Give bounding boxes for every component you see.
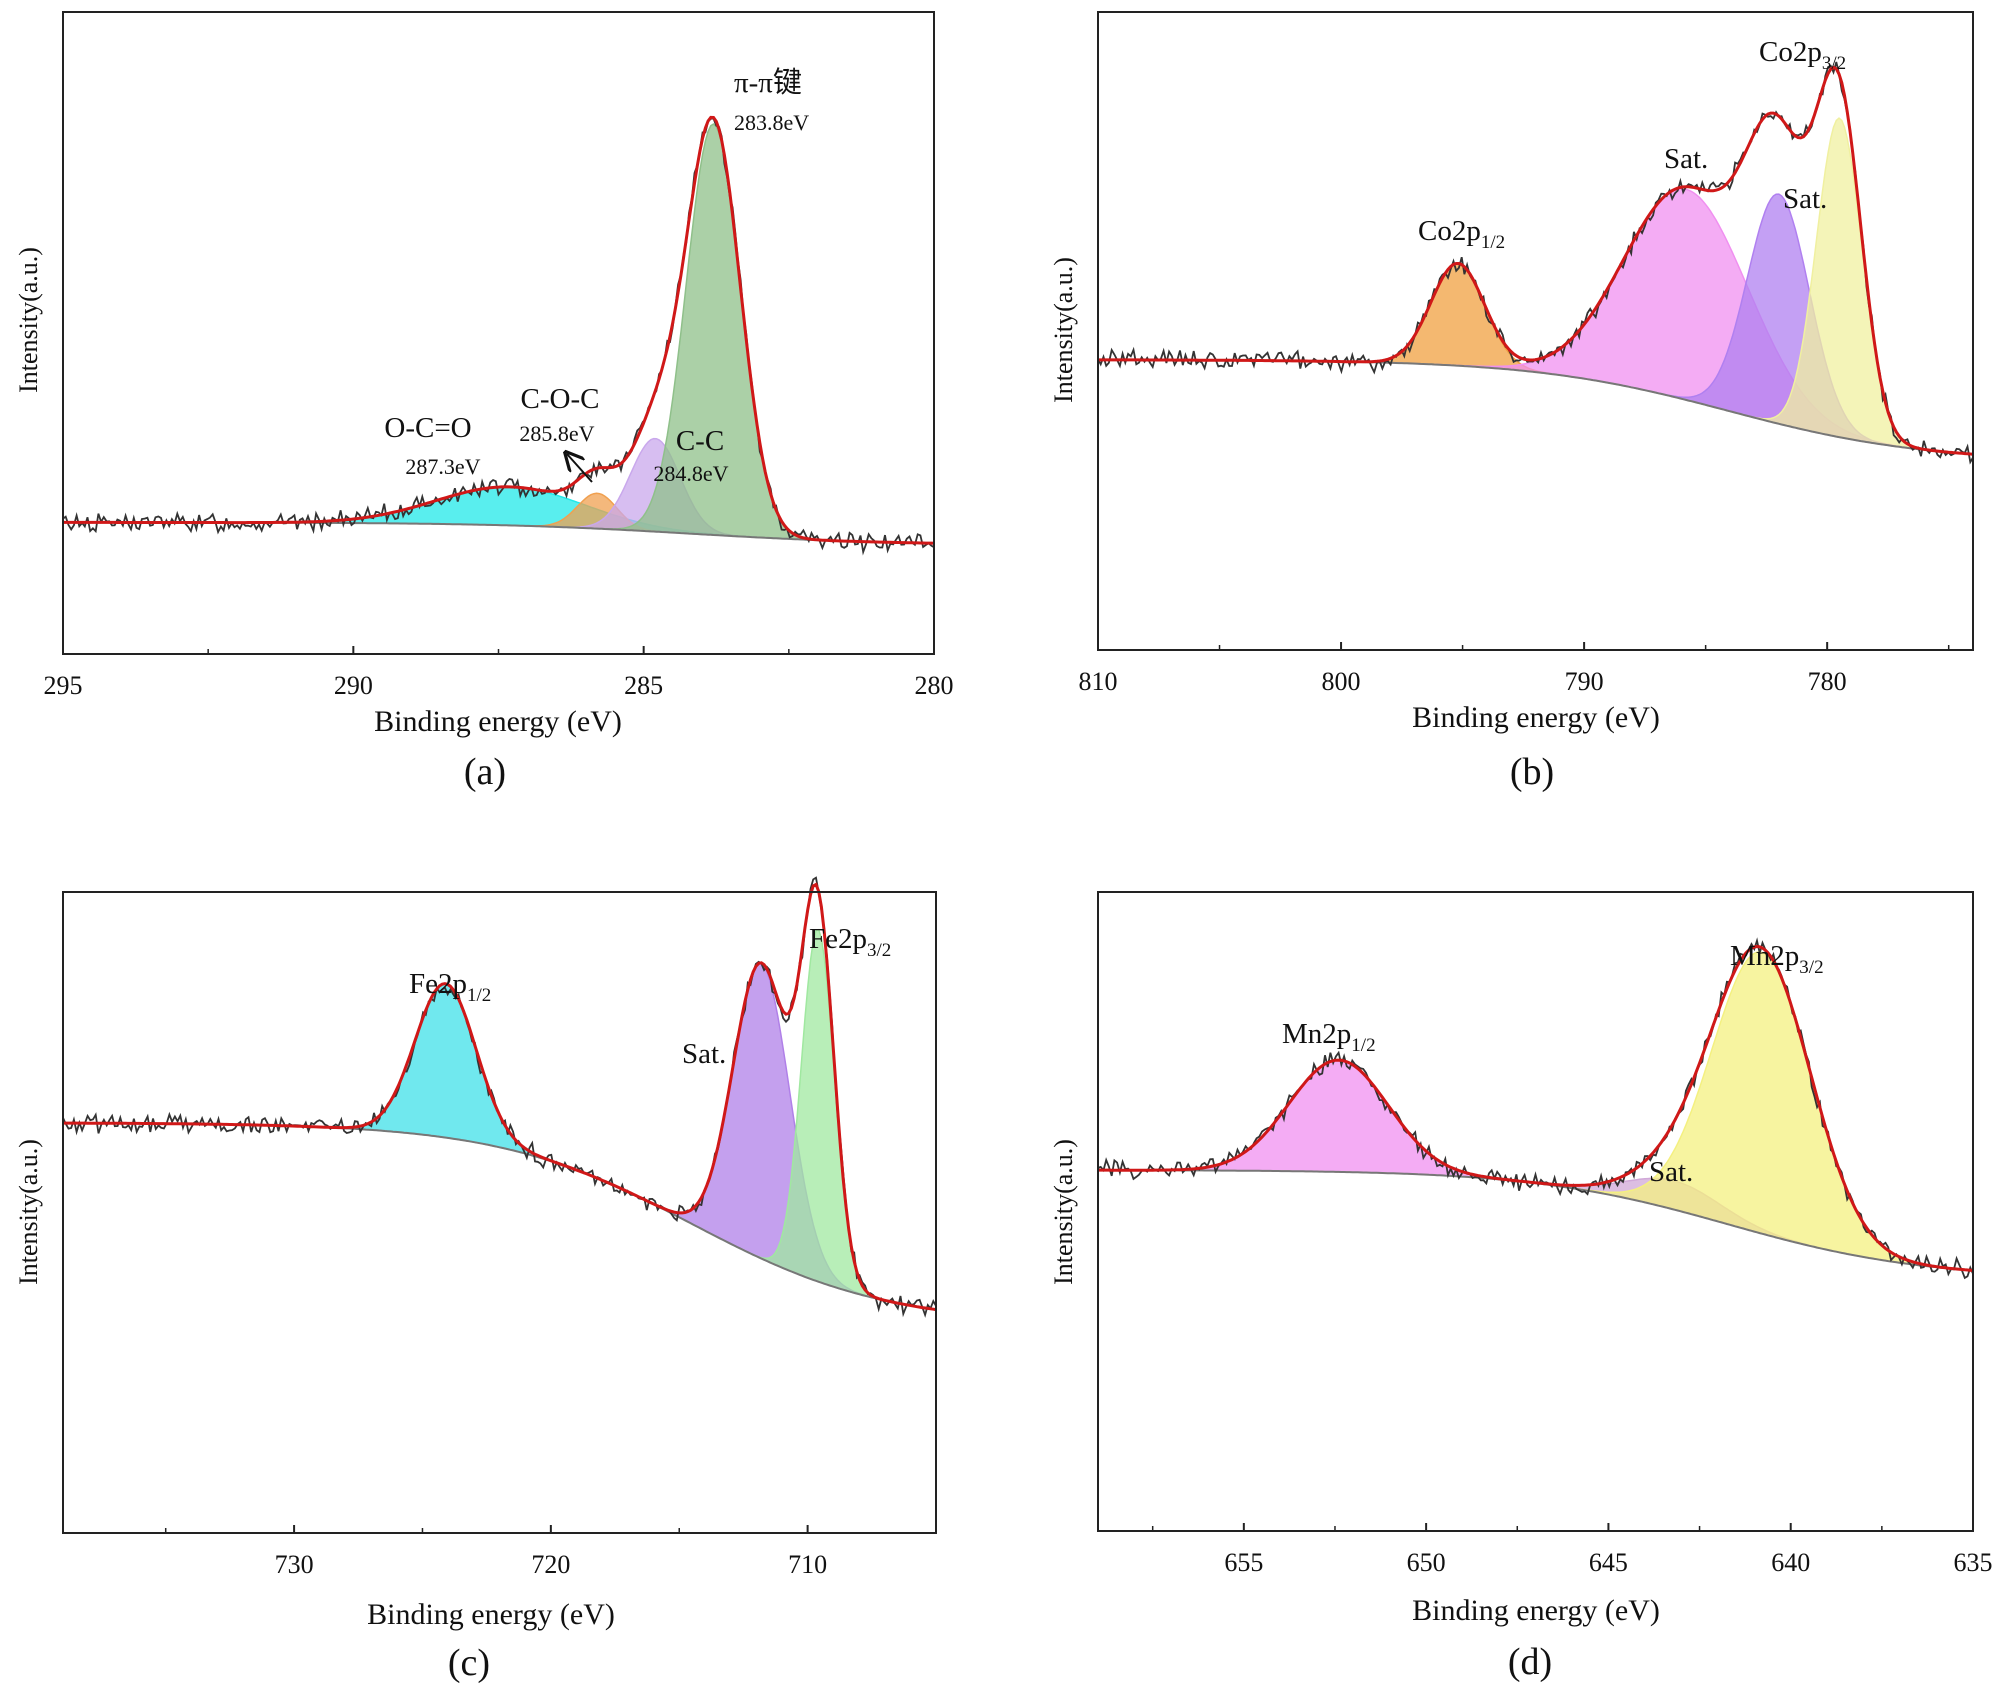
panel-d-x-tick-label: 655 xyxy=(1224,1548,1263,1577)
panel-d-peak-fills xyxy=(1098,951,1974,1272)
panel-b-peak-fills xyxy=(1098,117,1974,456)
panel-c-peak-fills xyxy=(63,928,937,1311)
panel-a-ylabel: Intensity(a.u.) xyxy=(14,247,43,393)
annotation-co2p12: Co2p1/2 xyxy=(1418,215,1505,253)
panel-d-x-tick-label: 645 xyxy=(1589,1548,1628,1577)
panel-b: 810 800 790 780 Binding energy (eV) Intensi… xyxy=(1049,11,1974,793)
annotation-sat-mn: Sat. xyxy=(1649,1156,1693,1188)
panel-d-frame xyxy=(1097,891,1974,1532)
panel-b-x-tick-label: 780 xyxy=(1808,667,1847,696)
panel-c-x-tick-label: 710 xyxy=(788,1550,827,1579)
panel-b-x-tick-label: 810 xyxy=(1079,667,1118,696)
panel-a-frame xyxy=(62,11,935,655)
panel-d-x-tick-label: 650 xyxy=(1407,1548,1446,1577)
panel-c: 730 720 710 Binding energy (eV) Intensity(… xyxy=(14,876,937,1684)
panel-b-peak-4 xyxy=(1098,117,1974,455)
annotation-pi-pi: π-π键 xyxy=(734,66,802,99)
annotation-sat-1: Sat. xyxy=(1664,143,1708,175)
panel-d: 655 650 645 640 635 Binding energy (eV) Inte… xyxy=(1049,891,1993,1683)
annotation-c-c: C-C xyxy=(676,425,724,457)
panel-c-fit xyxy=(63,882,937,1312)
panel-a-fit xyxy=(63,115,935,545)
panel-b-x-tick-label: 800 xyxy=(1322,667,1361,696)
panel-a-experimental xyxy=(62,117,935,556)
annotation-arrow xyxy=(567,454,593,483)
panel-c-xlabel: Binding energy (eV) xyxy=(367,1598,615,1631)
panel-a-x-tick-label: 285 xyxy=(624,671,663,700)
annotation-fe2p32: Fe2p3/2 xyxy=(809,923,891,961)
panel-a-background-line xyxy=(63,521,935,545)
panel-c-x-tick-label: 720 xyxy=(531,1550,570,1579)
annotation-co2p32: Co2p3/2 xyxy=(1759,36,1846,74)
panel-a-x-tick-label: 290 xyxy=(334,671,373,700)
panel-b-caption: (b) xyxy=(1510,751,1554,793)
annotation-o-c-o-value: 287.3eV xyxy=(405,454,480,479)
panel-a-x-ticks: 295 290 285 280 xyxy=(44,646,954,700)
panel-a-experimental-line xyxy=(62,117,935,556)
annotation-o-c-o: O-C=O xyxy=(384,412,471,444)
panel-d-x-tick-label: 640 xyxy=(1771,1548,1810,1577)
panel-d-xlabel: Binding energy (eV) xyxy=(1412,1594,1660,1627)
panel-a-peak-fills xyxy=(63,123,935,545)
annotation-mn2p12: Mn2p1/2 xyxy=(1282,1018,1376,1056)
annotation-sat-2: Sat. xyxy=(1783,183,1827,215)
panel-b-x-ticks: 810 800 790 780 xyxy=(1079,642,1950,696)
panel-a-x-tick-label: 295 xyxy=(44,671,83,700)
annotation-c-o-c-value: 285.8eV xyxy=(519,421,594,446)
panel-c-ylabel: Intensity(a.u.) xyxy=(14,1139,43,1285)
panel-b-xlabel: Binding energy (eV) xyxy=(1412,701,1660,734)
annotation-c-c-value: 284.8eV xyxy=(653,461,728,486)
panel-c-frame xyxy=(62,891,937,1534)
panel-c-x-ticks: 730 720 710 xyxy=(164,1525,937,1579)
panel-d-x-ticks: 655 650 645 640 635 xyxy=(1151,1523,1993,1577)
panel-d-ylabel: Intensity(a.u.) xyxy=(1049,1139,1078,1285)
panel-a-peak-4 xyxy=(63,123,935,544)
panel-b-ylabel: Intensity(a.u.) xyxy=(1049,257,1078,403)
panel-c-x-tick-label: 730 xyxy=(275,1550,314,1579)
panel-a: 295 290 285 280 Binding energy (eV) Intensi… xyxy=(14,11,954,793)
panel-c-fit-line xyxy=(63,882,937,1312)
panel-b-fit xyxy=(1098,65,1974,456)
panel-d-fit xyxy=(1098,944,1974,1272)
panel-a-fit-line xyxy=(63,115,935,545)
panel-c-caption: (c) xyxy=(448,1642,490,1684)
annotation-mn2p32: Mn2p3/2 xyxy=(1730,940,1824,978)
annotation-c-o-c: C-O-C xyxy=(521,383,600,415)
panel-d-x-tick-label: 635 xyxy=(1954,1548,1993,1577)
panel-d-peak-3 xyxy=(1098,951,1974,1272)
panel-a-xlabel: Binding energy (eV) xyxy=(374,705,622,738)
panel-a-caption: (a) xyxy=(464,751,506,793)
annotation-pi-pi-value: 283.8eV xyxy=(734,110,809,135)
panel-d-fit-line xyxy=(1098,944,1974,1272)
panel-d-caption: (d) xyxy=(1508,1641,1552,1683)
annotation-fe2p12: Fe2p1/2 xyxy=(409,968,491,1006)
panel-b-frame xyxy=(1097,11,1974,651)
annotation-sat-fe: Sat. xyxy=(682,1038,726,1070)
panel-b-x-tick-label: 790 xyxy=(1565,667,1604,696)
panel-b-fit-line xyxy=(1098,65,1974,456)
panel-a-x-tick-label: 280 xyxy=(915,671,954,700)
